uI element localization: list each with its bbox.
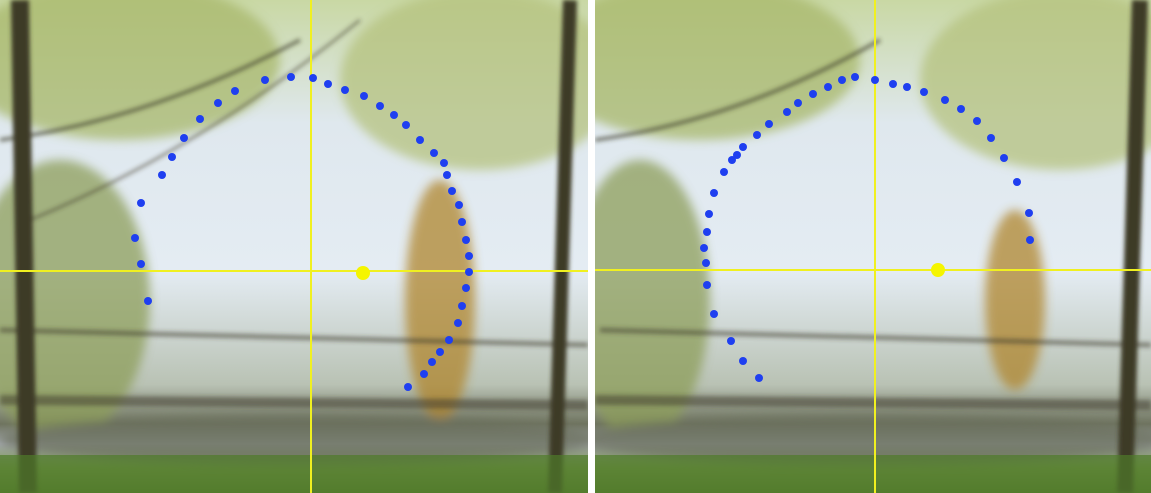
blue-dot bbox=[903, 83, 911, 91]
blue-dot bbox=[739, 143, 747, 151]
blue-dot bbox=[733, 151, 741, 159]
blue-dot bbox=[462, 236, 470, 244]
blue-dot bbox=[703, 228, 711, 236]
blue-dot bbox=[727, 337, 735, 345]
blue-dot bbox=[987, 134, 995, 142]
blue-dot bbox=[889, 80, 897, 88]
blue-dot bbox=[720, 168, 728, 176]
blue-dot bbox=[428, 358, 436, 366]
blue-dot bbox=[443, 171, 451, 179]
blue-dot bbox=[131, 234, 139, 242]
blue-dot bbox=[137, 260, 145, 268]
blue-dot bbox=[783, 108, 791, 116]
blue-dot bbox=[376, 102, 384, 110]
blue-dot bbox=[462, 284, 470, 292]
blue-dot bbox=[705, 210, 713, 218]
blue-dot bbox=[430, 149, 438, 157]
blue-dot bbox=[454, 319, 462, 327]
blue-dot bbox=[341, 86, 349, 94]
blue-dot bbox=[728, 156, 736, 164]
dot-overlay bbox=[131, 73, 1034, 391]
blue-dot bbox=[436, 348, 444, 356]
blue-dot bbox=[1026, 236, 1034, 244]
blue-dot bbox=[458, 218, 466, 226]
blue-dot bbox=[1000, 154, 1008, 162]
blue-dot bbox=[448, 187, 456, 195]
blue-dot bbox=[920, 88, 928, 96]
blue-dot bbox=[765, 120, 773, 128]
blue-dot bbox=[416, 136, 424, 144]
blue-dot bbox=[231, 87, 239, 95]
blue-dot bbox=[753, 131, 761, 139]
blue-dot bbox=[973, 117, 981, 125]
blue-dot bbox=[465, 252, 473, 260]
blue-dot bbox=[710, 189, 718, 197]
blue-dot bbox=[703, 281, 711, 289]
center-point bbox=[356, 266, 370, 280]
blue-dot bbox=[196, 115, 204, 123]
blue-dot bbox=[871, 76, 879, 84]
right-image bbox=[595, 0, 1151, 493]
blue-dot bbox=[755, 374, 763, 382]
blue-dot bbox=[1013, 178, 1021, 186]
blue-dot bbox=[324, 80, 332, 88]
blue-dot bbox=[287, 73, 295, 81]
blue-dot bbox=[957, 105, 965, 113]
blue-dot bbox=[360, 92, 368, 100]
blue-dot bbox=[261, 76, 269, 84]
center-point bbox=[931, 263, 945, 277]
blue-dot bbox=[702, 259, 710, 267]
blue-dot bbox=[1025, 209, 1033, 217]
blue-dot bbox=[404, 383, 412, 391]
blue-dot bbox=[700, 244, 708, 252]
blue-dot bbox=[458, 302, 466, 310]
blue-dot bbox=[941, 96, 949, 104]
divider bbox=[588, 0, 595, 493]
blue-dot bbox=[445, 336, 453, 344]
blue-dot bbox=[851, 73, 859, 81]
blue-dot bbox=[390, 111, 398, 119]
left-image bbox=[0, 0, 588, 493]
blue-dot bbox=[180, 134, 188, 142]
blue-dot bbox=[809, 90, 817, 98]
blue-dot bbox=[158, 171, 166, 179]
blue-dot bbox=[838, 76, 846, 84]
blue-dot bbox=[420, 370, 428, 378]
blue-dot bbox=[440, 159, 448, 167]
blue-dot bbox=[824, 83, 832, 91]
blue-dot bbox=[168, 153, 176, 161]
blue-dot bbox=[739, 357, 747, 365]
blue-dot bbox=[309, 74, 317, 82]
blue-dot bbox=[455, 201, 463, 209]
blue-dot bbox=[710, 310, 718, 318]
blue-dot bbox=[144, 297, 152, 305]
blue-dot bbox=[794, 99, 802, 107]
blue-dot bbox=[137, 199, 145, 207]
blue-dot bbox=[214, 99, 222, 107]
blue-dot bbox=[465, 268, 473, 276]
blue-dot bbox=[402, 121, 410, 129]
